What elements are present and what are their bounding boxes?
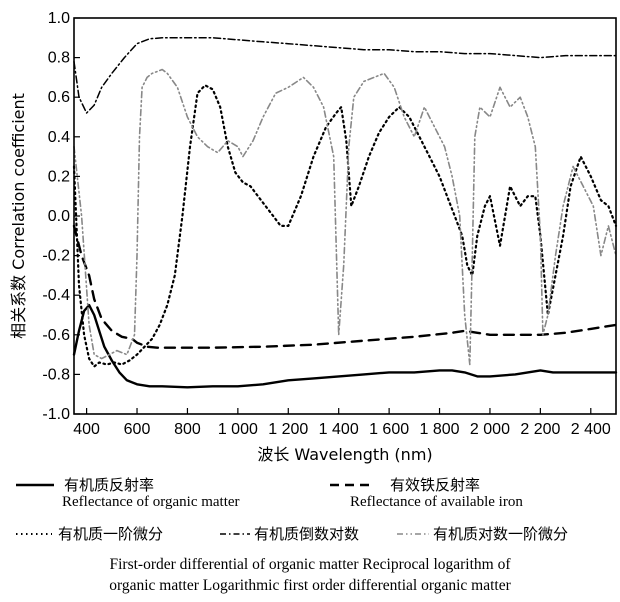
series-line-5 [73, 68, 617, 366]
y-tick-label: 0.4 [48, 129, 70, 146]
x-tick-label: 2 200 [520, 421, 560, 438]
legend-swatch-dash [330, 483, 374, 486]
series-line-1 [72, 303, 618, 389]
y-tick-label: -0.6 [42, 327, 70, 344]
legend-swatch-solid [16, 483, 54, 486]
y-tick-label: -0.2 [42, 248, 70, 265]
legend-caption-line-1: First-order differential of organic matt… [109, 556, 511, 573]
y-axis-label: 相关系数 Correlation coefficient [9, 93, 28, 339]
series-layer [72, 37, 618, 389]
y-tick-label: 0.8 [48, 50, 70, 67]
legend: 有机质反射率 Reflectance of organic matter 有效铁… [0, 468, 620, 602]
legend-item-log-first-order: 有机质对数一阶微分 [395, 523, 568, 544]
x-axis-label: 波长 Wavelength (nm) [257, 445, 432, 464]
y-tick-label: 0.0 [48, 208, 70, 225]
legend-item-iron-reflectance: 有效铁反射率 [328, 474, 480, 495]
legend-label-en: Reflectance of organic matter [62, 494, 240, 510]
y-tick-label: -0.8 [42, 366, 70, 383]
legend-swatch-dashdotdot [397, 532, 429, 535]
y-tick-label: 1.0 [48, 10, 70, 27]
x-tick-label: 1 200 [268, 421, 308, 438]
legend-swatch-dashdot [220, 532, 250, 535]
y-tick-label: -1.0 [42, 406, 70, 423]
x-tick-label: 2 400 [571, 421, 611, 438]
legend-label-zh: 有机质反射率 [64, 476, 155, 494]
y-tick-label: 0.2 [48, 168, 70, 185]
legend-item-organic-reflectance: 有机质反射率 [14, 474, 154, 495]
x-tick-label: 1 400 [319, 421, 359, 438]
x-tick-label: 600 [124, 421, 151, 438]
plot-frame [73, 17, 617, 415]
series-line-3 [72, 84, 618, 368]
legend-swatch-dot [16, 532, 52, 535]
y-tick-label: -0.4 [42, 287, 70, 304]
legend-label-zh: 有机质一阶微分 [58, 525, 164, 543]
legend-label-zh: 有效铁反射率 [390, 476, 481, 494]
legend-label-zh: 有机质倒数对数 [254, 525, 360, 543]
legend-item-first-order: 有机质一阶微分 [14, 523, 163, 544]
x-tick-label: 2 000 [470, 421, 510, 438]
legend-label-zh: 有机质对数一阶微分 [433, 525, 569, 543]
x-tick-label: 1 600 [369, 421, 409, 438]
series-line-4 [73, 37, 617, 114]
chart: -1.0 -0.8 -0.6 -0.4 -0.2 0.0 0.2 0.4 0.6 0.8 1.0 40… [9, 10, 618, 464]
x-tick-label: 800 [174, 421, 201, 438]
y-tick-label: 0.6 [48, 89, 70, 106]
legend-caption-line-2: organic matter Logarithmic first order d… [109, 577, 511, 594]
tick-marks: -1.0 -0.8 -0.6 -0.4 -0.2 0.0 0.2 0.4 0.6 0.8 1.0 40… [42, 10, 610, 438]
legend-item-reciprocal-log: 有机质倒数对数 [218, 523, 359, 544]
x-tick-label: 400 [73, 421, 100, 438]
x-tick-label: 1 000 [218, 421, 258, 438]
x-tick-label: 1 800 [420, 421, 460, 438]
legend-label-en: Reflectance of available iron [350, 494, 523, 510]
series-line-2 [72, 224, 618, 349]
